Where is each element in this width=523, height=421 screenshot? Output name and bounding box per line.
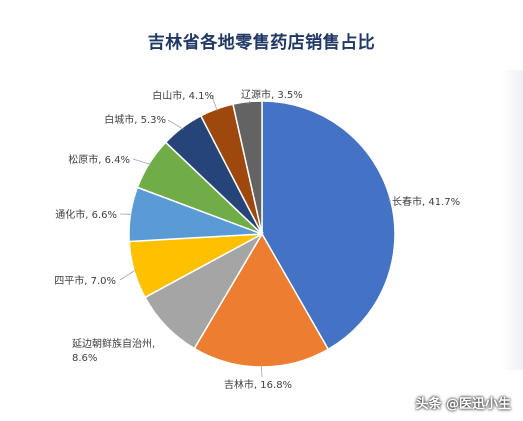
data-label-3: 延边朝鲜族自治州, 8.6%	[72, 337, 155, 364]
chart-title: 吉林省各地零售药店销售占比	[147, 33, 376, 53]
leader-line-2	[260, 364, 263, 378]
data-label-1: 长春市, 41.7%	[392, 195, 460, 208]
data-label-5: 通化市, 6.6%	[55, 208, 117, 221]
data-label-4: 四平市, 7.0%	[54, 274, 116, 287]
data-label-9: 辽源市, 3.5%	[241, 88, 303, 101]
leader-line-9	[247, 100, 251, 105]
leader-line-4	[119, 269, 137, 281]
data-label-6: 松原市, 6.4%	[68, 153, 130, 166]
watermark: 头条 @医迅小生	[415, 397, 511, 412]
data-label-8: 白山市, 4.1%	[152, 89, 214, 102]
decorative-band	[501, 70, 523, 370]
leader-line-7	[167, 119, 184, 130]
leader-line-6	[132, 158, 152, 165]
leader-line-3	[167, 324, 191, 341]
pie-slice-1	[261, 100, 396, 351]
data-label-2: 吉林市, 16.8%	[224, 378, 292, 391]
leader-line-1	[388, 199, 392, 202]
leader-line-8	[211, 95, 218, 112]
data-label-7: 白城市, 5.3%	[104, 113, 166, 126]
pie-slice-9	[232, 100, 263, 235]
